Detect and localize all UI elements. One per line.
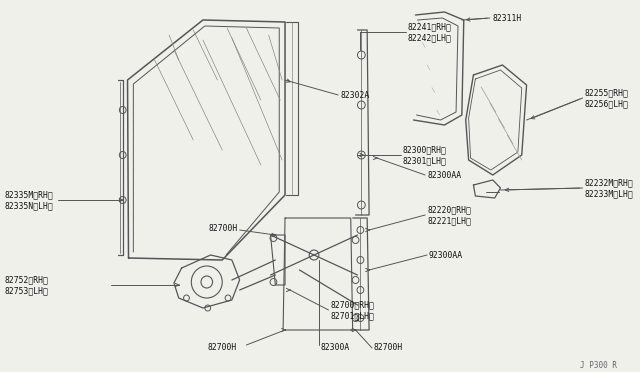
Text: 82301〈LH〉: 82301〈LH〉	[403, 157, 447, 166]
Text: J P300 R: J P300 R	[580, 360, 617, 369]
Text: 82300AA: 82300AA	[427, 170, 461, 180]
Text: 82233M〈LH〉: 82233M〈LH〉	[584, 189, 634, 199]
Text: 82700H: 82700H	[374, 343, 403, 353]
Text: 82335M〈RH〉: 82335M〈RH〉	[5, 190, 54, 199]
Text: 82241〈RH〉: 82241〈RH〉	[408, 22, 452, 32]
Text: 82232M〈RH〉: 82232M〈RH〉	[584, 179, 634, 187]
Text: 82220〈RH〉: 82220〈RH〉	[427, 205, 471, 215]
Text: 82752〈RH〉: 82752〈RH〉	[5, 276, 49, 285]
Text: 92300AA: 92300AA	[429, 250, 463, 260]
Text: 82700〈RH〉: 82700〈RH〉	[330, 301, 374, 310]
Text: 82221〈LH〉: 82221〈LH〉	[427, 217, 471, 225]
Text: 82302A: 82302A	[340, 90, 369, 99]
Text: 82242〈LH〉: 82242〈LH〉	[408, 33, 452, 42]
Text: 82300A: 82300A	[321, 343, 350, 353]
Text: 82701〈LH〉: 82701〈LH〉	[330, 311, 374, 321]
Text: 82335N〈LH〉: 82335N〈LH〉	[5, 202, 54, 211]
Text: 82753〈LH〉: 82753〈LH〉	[5, 286, 49, 295]
Text: 82311H: 82311H	[493, 13, 522, 22]
Text: 82300〈RH〉: 82300〈RH〉	[403, 145, 447, 154]
Text: 82700H: 82700H	[208, 343, 237, 353]
Text: 82255〈RH〉: 82255〈RH〉	[584, 89, 628, 97]
Text: 82256〈LH〉: 82256〈LH〉	[584, 99, 628, 109]
Text: 82700H: 82700H	[209, 224, 238, 232]
